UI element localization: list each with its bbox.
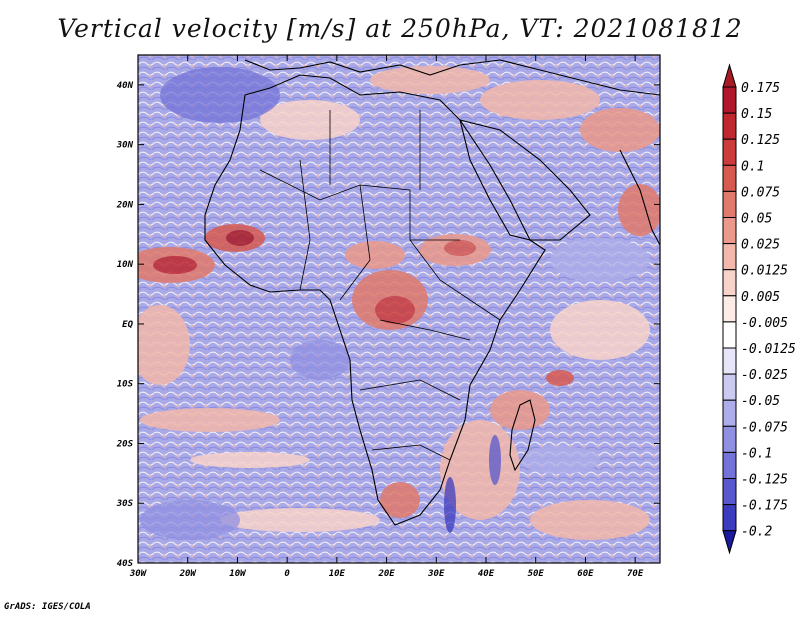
colorbar-swatch: [722, 269, 737, 297]
colorbar-swatch: [722, 217, 737, 245]
colorbar-swatch: [722, 347, 737, 375]
lat-tick-label: EQ: [122, 320, 133, 330]
colorbar-swatch: [722, 164, 737, 192]
longitude-axis: 30W 20W 10W 0 10E 20E 30E 40E 50E 60E 70E: [129, 55, 644, 579]
velocity-field: [138, 55, 660, 563]
lon-tick-label: 60E: [577, 569, 594, 579]
colorbar-swatch: [722, 399, 737, 427]
lon-tick-label: 30E: [427, 569, 445, 579]
lat-tick-label: 30N: [116, 141, 134, 151]
colorbar-swatch: [722, 112, 737, 140]
lat-tick-label: 10N: [117, 260, 134, 270]
colorbar-swatch: [722, 451, 737, 479]
colorbar-label: 0.125: [741, 133, 780, 148]
colorbar-label: -0.05: [741, 394, 780, 409]
lat-tick-label: 20S: [116, 439, 134, 449]
colorbar-swatch: [722, 478, 737, 506]
madagascar-coastline: [509, 399, 536, 472]
colorbar-label: -0.1: [741, 446, 772, 461]
plot-frame: [137, 54, 661, 564]
india-coastline: [619, 149, 660, 246]
ascent-regions: [138, 66, 660, 540]
colorbar-swatch: [722, 373, 737, 401]
colorbar-label: -0.025: [741, 368, 788, 383]
colorbar-swatch: [722, 190, 737, 218]
lon-tick-label: 0: [284, 569, 290, 579]
colorbar-label: 0.0125: [741, 264, 788, 279]
colorbar-label: 0.005: [741, 290, 780, 305]
colorbar-label: 0.15: [741, 107, 772, 122]
colorbar-swatch: [722, 243, 737, 271]
colorbar-swatch: [722, 138, 737, 166]
colorbar-swatch: [722, 86, 737, 114]
lat-tick-label: 40S: [117, 559, 134, 569]
lon-tick-label: 10W: [229, 569, 247, 579]
colorbar-label: -0.175: [741, 499, 788, 514]
map-title: Vertical velocity [m/s] at 250hPa, VT: 2…: [57, 14, 743, 43]
lat-tick-label: 40N: [117, 81, 134, 91]
colorbar-bottom-arrow: [722, 530, 737, 555]
colorbar-label: -0.005: [741, 316, 788, 331]
colorbar-label: 0.025: [741, 238, 780, 253]
lon-tick-label: 30W: [129, 569, 148, 579]
lon-tick-label: 50E: [528, 569, 545, 579]
lat-tick-label: 20N: [116, 200, 134, 210]
coastlines: [204, 59, 660, 526]
colorbar-label: 0.175: [741, 81, 780, 96]
arabia-coastline: [458, 119, 591, 241]
europe-coastline: [244, 59, 660, 96]
colorbar-label: 0.075: [741, 185, 780, 200]
colorbar-label: -0.125: [741, 473, 788, 488]
credit-footer: GrADS: IGES/COLA: [4, 602, 91, 612]
lon-tick-label: 70E: [627, 569, 644, 579]
descent-regions: [140, 67, 650, 540]
colorbar-swatch: [722, 295, 737, 323]
africa-coastline: [204, 74, 546, 526]
colorbar-swatch: [722, 425, 737, 453]
colorbar-label: 0.05: [741, 212, 772, 227]
lat-tick-label: 30S: [116, 499, 134, 509]
lon-tick-label: 10E: [329, 569, 346, 579]
colorbar-label: -0.2: [741, 525, 772, 540]
colorbar-swatch: [722, 504, 737, 532]
colorbar-label: -0.0125: [741, 342, 796, 357]
colorbar-top-arrow: [722, 63, 737, 88]
lon-tick-label: 20W: [179, 569, 198, 579]
lon-tick-label: 40E: [478, 569, 495, 579]
lon-tick-label: 20E: [377, 569, 395, 579]
colorbar: 0.175 0.15 0.125 0.1 0.075 0.05 0.025 0.0125 0.0…: [722, 63, 796, 555]
lat-tick-label: 10S: [117, 380, 134, 390]
latitude-axis: 40N 30N 20N 10N EQ 10S 20S 30S 40S: [116, 81, 660, 569]
colorbar-label: -0.075: [741, 420, 788, 435]
colorbar-label: 0.1: [741, 159, 764, 174]
colorbar-swatch: [722, 321, 737, 349]
